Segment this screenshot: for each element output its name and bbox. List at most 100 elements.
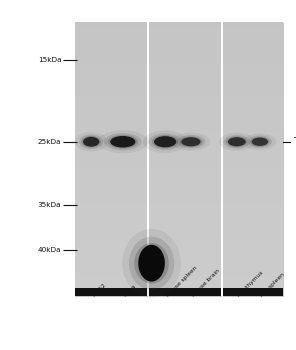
Bar xyxy=(75,209,147,214)
Bar xyxy=(75,150,147,155)
Bar xyxy=(223,27,283,32)
Bar xyxy=(149,154,221,159)
Bar xyxy=(223,91,283,96)
Text: 35kDa: 35kDa xyxy=(38,202,61,208)
Bar xyxy=(223,182,283,187)
Bar xyxy=(75,218,147,223)
Bar xyxy=(75,91,147,96)
Bar xyxy=(149,168,221,173)
Bar xyxy=(75,259,147,264)
Bar xyxy=(75,136,147,141)
Bar xyxy=(223,136,283,141)
Bar xyxy=(149,254,221,259)
Bar xyxy=(75,154,147,159)
Bar xyxy=(149,191,221,196)
Bar xyxy=(75,77,147,82)
Bar xyxy=(223,177,283,182)
Bar xyxy=(75,236,147,241)
Bar xyxy=(223,245,283,250)
Bar xyxy=(223,218,283,223)
Bar xyxy=(75,45,147,50)
Bar xyxy=(223,173,283,177)
Bar xyxy=(75,141,147,146)
Bar xyxy=(75,36,147,41)
Bar xyxy=(223,236,283,241)
Bar xyxy=(75,68,147,73)
Bar xyxy=(149,95,221,100)
Bar xyxy=(149,200,221,205)
Bar xyxy=(75,41,147,46)
Bar xyxy=(223,168,283,173)
Bar xyxy=(75,59,147,64)
Bar xyxy=(223,150,283,155)
Bar xyxy=(75,145,147,150)
Bar xyxy=(223,68,283,73)
Bar xyxy=(149,195,221,200)
Bar xyxy=(149,41,221,46)
Ellipse shape xyxy=(226,136,247,147)
Bar xyxy=(223,232,283,237)
Ellipse shape xyxy=(110,136,135,148)
Ellipse shape xyxy=(75,132,107,152)
Bar xyxy=(149,250,221,255)
Bar xyxy=(223,195,283,200)
Bar xyxy=(75,72,147,77)
Bar xyxy=(149,214,221,218)
Ellipse shape xyxy=(252,138,268,146)
Bar xyxy=(149,232,221,237)
Bar xyxy=(75,163,147,168)
Bar xyxy=(223,36,283,41)
Bar xyxy=(223,191,283,196)
Bar xyxy=(223,122,283,127)
Ellipse shape xyxy=(129,237,174,290)
Bar xyxy=(149,54,221,59)
Bar xyxy=(75,195,147,200)
Ellipse shape xyxy=(219,133,255,151)
Bar xyxy=(149,159,221,164)
Ellipse shape xyxy=(152,135,178,148)
Bar xyxy=(75,223,147,228)
Bar xyxy=(75,23,147,296)
Bar xyxy=(149,177,221,182)
Bar xyxy=(75,82,147,86)
Bar xyxy=(75,291,147,296)
Bar xyxy=(223,109,283,114)
Bar xyxy=(223,288,283,296)
Bar xyxy=(223,72,283,77)
Bar xyxy=(223,86,283,91)
Bar xyxy=(149,23,221,296)
Bar xyxy=(223,282,283,287)
Bar xyxy=(223,273,283,278)
Bar xyxy=(75,191,147,196)
Bar xyxy=(75,186,147,191)
Bar xyxy=(223,250,283,255)
Bar xyxy=(223,113,283,118)
Bar xyxy=(149,186,221,191)
Bar xyxy=(149,264,221,268)
Bar xyxy=(75,245,147,250)
Ellipse shape xyxy=(108,135,138,149)
Text: Rat thymus: Rat thymus xyxy=(237,270,265,298)
Bar xyxy=(223,259,283,264)
Bar xyxy=(75,204,147,209)
Ellipse shape xyxy=(244,133,276,150)
Bar xyxy=(149,63,221,68)
Bar xyxy=(223,209,283,214)
Text: 25kDa: 25kDa xyxy=(38,139,61,145)
Bar xyxy=(75,273,147,278)
Bar xyxy=(223,41,283,46)
Ellipse shape xyxy=(138,245,165,281)
Text: 15kDa: 15kDa xyxy=(38,56,61,63)
Bar xyxy=(75,63,147,68)
Ellipse shape xyxy=(83,137,99,147)
Bar xyxy=(75,27,147,32)
Bar xyxy=(147,23,149,296)
Bar xyxy=(149,104,221,109)
Bar xyxy=(223,82,283,86)
Text: Mouse brain: Mouse brain xyxy=(191,268,221,298)
Bar xyxy=(223,145,283,150)
Ellipse shape xyxy=(98,130,148,153)
Bar xyxy=(149,91,221,96)
Bar xyxy=(75,113,147,118)
Bar xyxy=(75,227,147,232)
